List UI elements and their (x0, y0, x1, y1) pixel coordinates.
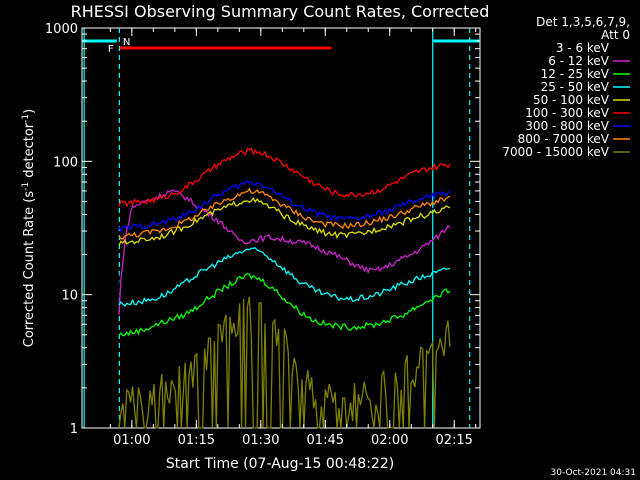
series-line (118, 187, 451, 240)
status-bar-group: NF (82, 37, 480, 55)
legend-entry-label: 50 - 100 keV (533, 93, 610, 107)
y-axis-label-sup2: -1 (21, 114, 31, 123)
series-line (118, 296, 451, 429)
y-axis-label-sup1: -1 (21, 182, 31, 191)
y-tick-label: 1000 (45, 22, 78, 37)
y-axis-label: Corrected Count Rate (s-1 detector-1) (21, 109, 37, 347)
x-tick-label: 01:15 (178, 433, 215, 448)
y-tick-label: 100 (53, 155, 78, 170)
legend-entry-label: 100 - 300 keV (525, 106, 609, 120)
series-group (118, 147, 451, 429)
series-line (118, 247, 451, 307)
legend-header-line-2: Att 0 (601, 28, 630, 42)
series-line (118, 196, 451, 246)
y-axis-label-main: Corrected Count Rate (s (22, 191, 37, 348)
legend-entry-label: 3 - 6 keV (556, 41, 610, 55)
y-tick-label: 10 (61, 289, 78, 304)
axes-group: 01:00 01:15 01:30 01:45 02:00 02:15 1 10 100 1000 (45, 22, 480, 448)
x-tick-label: 02:00 (371, 433, 408, 448)
x-tick-label: 02:15 (435, 433, 472, 448)
y-tick-label: 1 (70, 422, 78, 437)
y-axis-label-mid: detector (22, 122, 37, 182)
chart-title: RHESSI Observing Summary Count Rates, Co… (71, 2, 490, 21)
legend-entry-label: 800 - 7000 keV (518, 132, 610, 146)
flag-bar-label: F (108, 44, 114, 55)
x-axis-label: Start Time (07-Aug-15 00:48:22) (166, 456, 394, 472)
x-tick-label: 01:00 (113, 433, 150, 448)
legend-entry-label: 12 - 25 keV (541, 67, 610, 81)
series-line (118, 180, 451, 234)
series-line (118, 147, 451, 208)
series-line (118, 189, 451, 315)
legend-header-line-1: Det 1,3,5,6,7,9, (536, 15, 630, 29)
legend-entry-label: 300 - 800 keV (525, 119, 609, 133)
legend-entry-label: 6 - 12 keV (548, 54, 610, 68)
legend-entry-label: 7000 - 15000 keV (502, 145, 609, 159)
y-axis-label-end: ) (22, 109, 37, 114)
series-line (118, 191, 451, 294)
x-tick-label: 01:30 (242, 433, 279, 448)
timestamp: 30-Oct-2021 04:31 (551, 468, 636, 478)
x-tick-label: 01:45 (307, 433, 344, 448)
flag-bar-label: N (123, 37, 130, 48)
series-line (118, 273, 451, 337)
legend-entry-label: 25 - 50 keV (541, 80, 610, 94)
